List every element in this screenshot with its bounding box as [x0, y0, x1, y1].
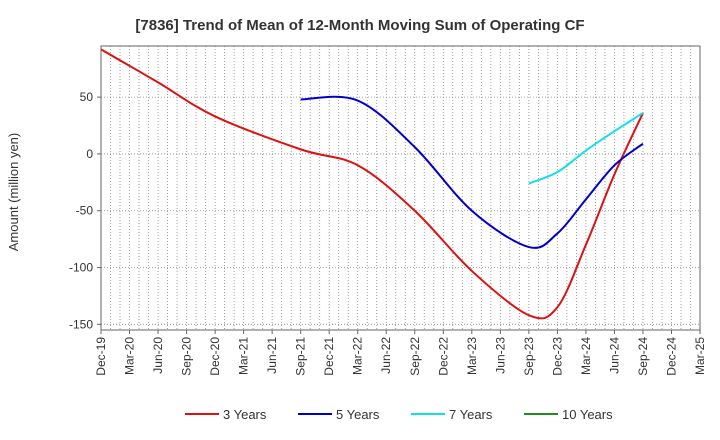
- y-tick-label: -150: [69, 317, 93, 331]
- y-tick-label: 0: [86, 147, 93, 161]
- x-tick-label: Jun-20: [151, 337, 165, 374]
- x-tick-label: Dec-20: [208, 337, 222, 376]
- x-tick-label: Jun-21: [265, 337, 279, 374]
- x-tick-label: Dec-19: [94, 337, 108, 376]
- series-line-5-years: [300, 95, 644, 249]
- x-tick-label: Sep-20: [180, 337, 194, 376]
- legend-label-3-years: 3 Years: [223, 407, 267, 422]
- x-tick-label: Mar-25: [693, 337, 707, 375]
- plot-area: [101, 46, 700, 330]
- x-tick-label: Sep-23: [522, 337, 536, 376]
- series-layer: [100, 48, 644, 320]
- legend: 3 Years 5 Years 7 Years 10 Years: [185, 407, 613, 422]
- x-tick-label: Jun-24: [607, 337, 621, 374]
- x-tick-label: Mar-20: [123, 337, 137, 375]
- y-tick-labels: -150 -100 -50 0 50: [69, 90, 101, 331]
- plot-frame: [100, 45, 701, 331]
- x-tick-label: Dec-24: [664, 337, 678, 376]
- chart-title: [7836] Trend of Mean of 12-Month Moving …: [135, 17, 584, 34]
- y-tick-label: -50: [76, 204, 94, 218]
- x-tick-label: Mar-23: [465, 337, 479, 375]
- x-tick-label: Dec-22: [436, 337, 450, 376]
- x-tick-label: Dec-23: [550, 337, 564, 376]
- x-tick-label: Jun-22: [379, 337, 393, 374]
- legend-label-10-years: 10 Years: [562, 407, 613, 422]
- x-tick-labels: Dec-19 Mar-20 Jun-20 Sep-20 Dec-20 Mar-21 Jun-…: [94, 330, 707, 376]
- x-tick-label: Mar-24: [579, 337, 593, 375]
- x-tick-label: Mar-22: [351, 337, 365, 375]
- y-tick-label: -100: [69, 261, 93, 275]
- x-tick-label: Dec-21: [322, 337, 336, 376]
- legend-label-7-years: 7 Years: [449, 407, 493, 422]
- series-line-3-years: [100, 48, 644, 320]
- x-tick-label: Sep-24: [636, 337, 650, 376]
- x-tick-label: Jun-23: [493, 337, 507, 374]
- plot-background: [101, 46, 700, 330]
- x-tick-label: Sep-22: [408, 337, 422, 376]
- y-axis-label: Amount (million yen): [6, 133, 21, 252]
- x-tick-label: Sep-21: [294, 337, 308, 376]
- legend-label-5-years: 5 Years: [336, 407, 380, 422]
- y-tick-label: 50: [80, 90, 94, 104]
- series-line-7-years: [528, 112, 644, 185]
- x-tick-label: Mar-21: [237, 337, 251, 375]
- axes: [100, 45, 701, 331]
